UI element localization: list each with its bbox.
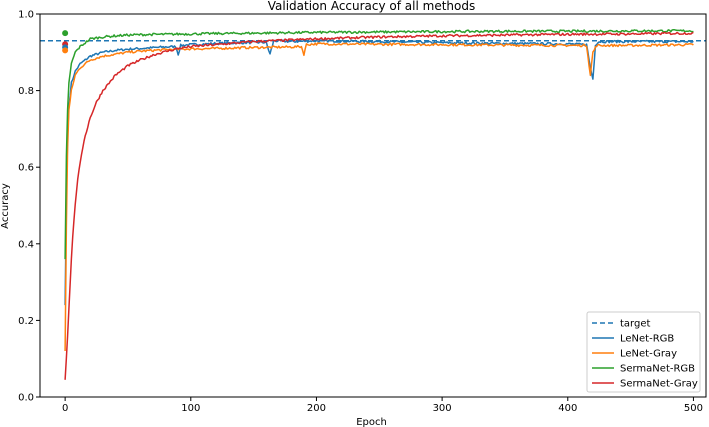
legend: target LeNet-RGB LeNet-Gray SermaNet-RGB Ser…	[586, 311, 701, 393]
x-tick-label: 500	[684, 403, 703, 414]
x-axis-label: Epoch	[356, 417, 387, 427]
plot-frame	[39, 13, 707, 398]
series-line-lenet-rgb	[64, 39, 694, 306]
series-line-sermanet-rgb	[64, 29, 694, 260]
x-tick-label: 0	[62, 403, 68, 414]
x-tick-label: 300	[433, 403, 452, 414]
y-tick-label: 0.6	[18, 163, 34, 174]
legend-box	[586, 311, 701, 393]
series-line-lenet-gray	[64, 42, 694, 352]
legend-label-sermanet-rgb: SermaNet-RGB	[620, 364, 695, 375]
x-tick-label: 400	[558, 403, 577, 414]
y-tick-label: 0.0	[18, 393, 34, 404]
y-axis-label: Accuracy	[0, 183, 11, 229]
y-tick-label: 0.8	[18, 86, 34, 97]
x-tick-label: 200	[307, 403, 326, 414]
legend-label-lenet-rgb: LeNet-RGB	[620, 334, 674, 345]
legend-label-lenet-gray: LeNet-Gray	[620, 349, 677, 360]
series-line-sermanet-gray	[64, 31, 694, 380]
legend-label-sermanet-gray: SermaNet-Gray	[620, 379, 698, 390]
plot-series	[40, 29, 706, 380]
marker-lenet-gray	[62, 47, 69, 54]
y-tick-label: 0.2	[18, 316, 34, 327]
x-tick-label: 100	[181, 403, 200, 414]
y-tick-label: 0.4	[18, 239, 34, 250]
x-axis: 0 100 200 300 400 500	[62, 397, 703, 414]
chart-title: Validation Accuracy of all methods	[268, 0, 475, 13]
legend-label-target: target	[620, 319, 650, 330]
y-axis: 0.0 0.2 0.4 0.6 0.8 1.0	[18, 10, 40, 404]
marker-sermanet-rgb	[62, 30, 69, 37]
y-tick-label: 1.0	[18, 10, 34, 21]
